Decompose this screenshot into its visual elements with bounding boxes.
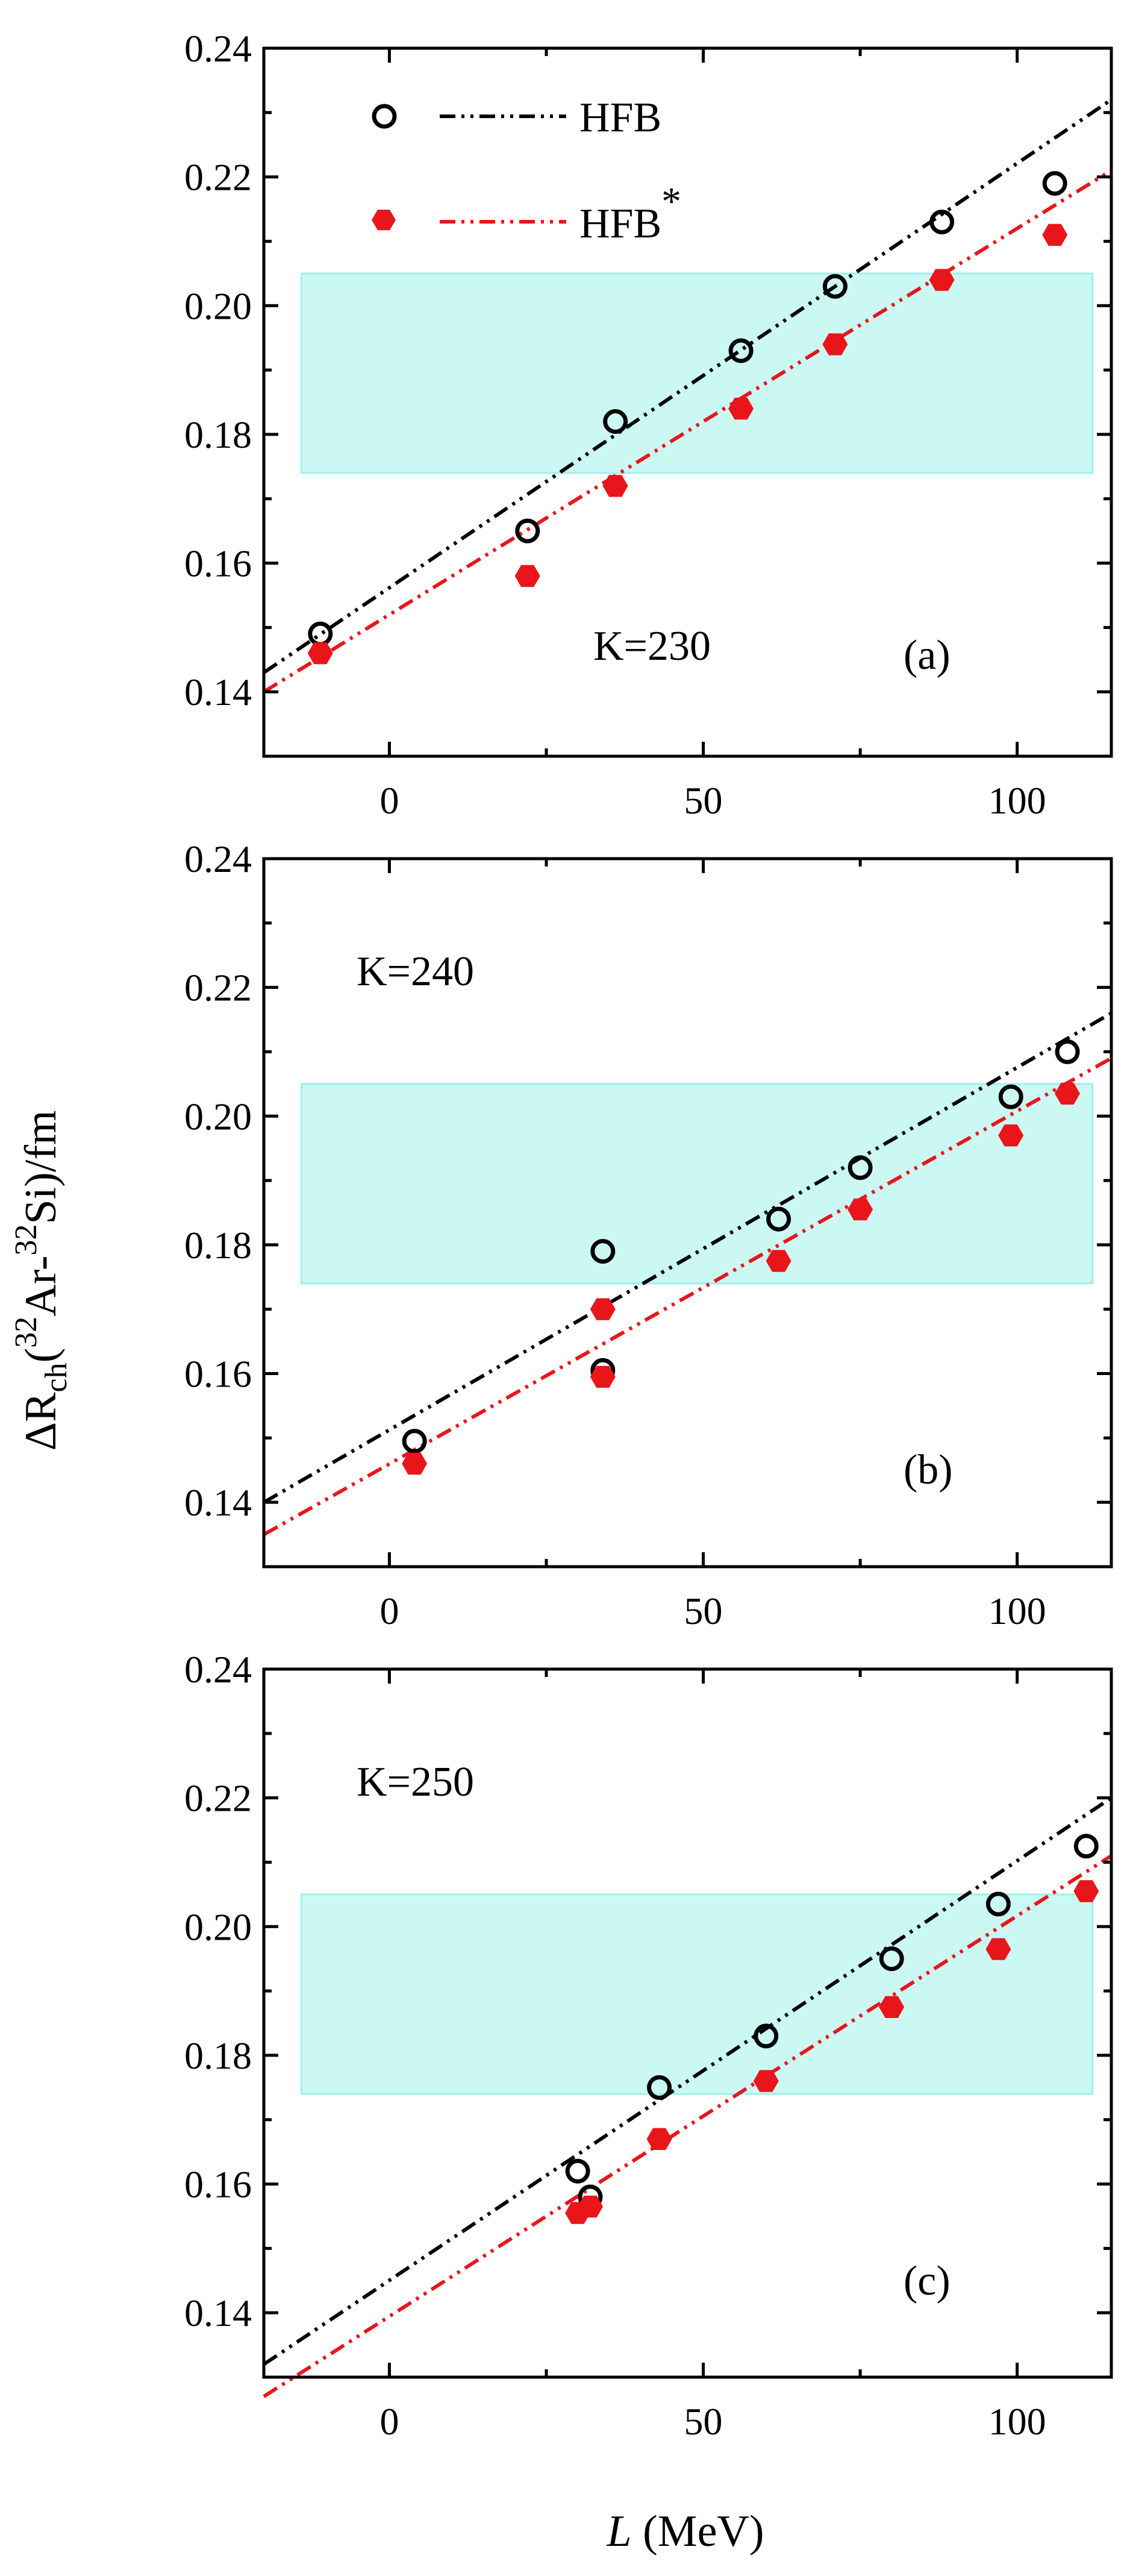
x-tick-label: 50 <box>684 1590 723 1632</box>
data-point-hfb <box>822 274 848 299</box>
x-tick-label: 100 <box>988 779 1046 822</box>
y-tick-label: 0.18 <box>184 1224 252 1267</box>
data-point-hfbstar <box>590 1298 616 1320</box>
data-point-hfbstar <box>848 1199 873 1221</box>
data-point-hfb <box>1042 171 1067 196</box>
y-tick-label: 0.16 <box>184 2163 252 2206</box>
data-point-hfb <box>879 1946 904 1972</box>
plot-frame <box>262 857 1113 1568</box>
data-point-hfb <box>766 1206 791 1232</box>
x-tick-label: 0 <box>379 779 399 822</box>
fit-line-hfbstar <box>263 1056 1113 1537</box>
data-point-hfb <box>985 1891 1011 1917</box>
data-point-hfbstar <box>1055 1082 1080 1105</box>
data-point-hfbstar <box>578 2195 603 2218</box>
panel-c: 0.14 0.16 0.18 0.20 0.22 0.24 0 50 100 K=250 (c) <box>184 1648 1113 2443</box>
data-point-hfb <box>515 518 540 544</box>
data-point-hfbstar <box>1042 224 1068 246</box>
fit-line-hfb <box>263 98 1113 674</box>
data-point-hfb <box>565 2158 590 2184</box>
x-tick-label: 0 <box>379 1590 399 1632</box>
y-tick-label: 0.18 <box>184 2034 252 2077</box>
y-tick-label: 0.24 <box>184 838 252 880</box>
x-tick-label: 100 <box>988 1590 1046 1632</box>
data-point-hfbstar <box>766 1250 791 1272</box>
legend-hfbstar-marker <box>372 210 396 230</box>
y-tick-label: 0.22 <box>184 1777 252 1820</box>
panel-label: (b) <box>904 1447 953 1493</box>
panel-b: 0.14 0.16 0.18 0.20 0.22 0.24 0 50 100 K=240 (b) <box>184 838 1113 1632</box>
y-tick-label: 0.22 <box>184 967 252 1009</box>
y-axis-title: ΔRch(32Ar-32Si)/fm <box>9 1110 73 1450</box>
y-tick-label: 0.20 <box>184 284 252 327</box>
legend: HFB HFB* <box>372 95 681 247</box>
data-point-hfb <box>929 209 955 234</box>
fit-line-hfb <box>263 1011 1113 1504</box>
fit-line-hfb <box>263 1796 1113 2366</box>
data-point-hfb <box>308 621 333 647</box>
x-axis-title: L (MeV) <box>606 2507 764 2556</box>
data-point-hfbstar <box>646 2128 672 2150</box>
legend-hfb-label: HFB <box>579 95 661 141</box>
y-tick-label: 0.16 <box>184 1353 252 1396</box>
data-point-hfb <box>1055 1039 1080 1064</box>
panel-label: (a) <box>904 632 951 678</box>
plot-frame <box>262 46 1113 758</box>
legend-hfbstar-label: HFB* <box>579 180 681 247</box>
data-point-hfbstar <box>514 565 540 588</box>
fit-line-hfbstar <box>263 1854 1113 2398</box>
x-tick-label: 50 <box>684 2400 723 2443</box>
legend-hfbstar-superscript: * <box>661 180 681 224</box>
data-point-hfbstar <box>998 1124 1024 1147</box>
y-tick-label: 0.24 <box>184 27 252 70</box>
data-point-hfbstar <box>879 1996 905 2018</box>
y-tick-label: 0.18 <box>184 413 252 456</box>
experimental-band <box>301 272 1094 474</box>
data-point-hfbstar <box>602 475 628 497</box>
data-point-hfb <box>647 2075 672 2100</box>
data-point-hfbstar <box>402 1452 428 1475</box>
data-point-hfb <box>754 2023 779 2049</box>
data-point-hfb <box>998 1084 1023 1109</box>
data-point-hfbstar <box>822 333 848 356</box>
data-point-hfbstar <box>728 398 754 420</box>
x-tick-label: 0 <box>379 2400 399 2443</box>
experimental-band <box>301 1893 1094 2095</box>
data-point-hfb <box>728 338 754 363</box>
y-tick-label: 0.14 <box>184 671 252 713</box>
panel-a: 0.14 0.16 0.18 0.20 0.22 0.24 0 50 100 K=230 (a) <box>184 27 1113 822</box>
x-tick-label: 50 <box>684 779 723 822</box>
data-point-hfb <box>590 1239 616 1264</box>
legend-hfb-marker <box>372 104 397 129</box>
data-point-hfbstar <box>1073 1880 1099 1902</box>
stiffness-annotation: K=240 <box>357 948 474 995</box>
data-point-hfb <box>402 1429 427 1454</box>
data-point-hfb <box>1073 1834 1099 1859</box>
fit-line-hfbstar <box>263 169 1113 694</box>
data-point-hfb <box>603 409 628 434</box>
y-tick-label: 0.14 <box>184 1481 252 1524</box>
stiffness-annotation: K=230 <box>593 623 711 669</box>
data-point-hfbstar <box>753 2070 779 2092</box>
data-point-hfbstar <box>985 1938 1011 1960</box>
panel-label: (c) <box>904 2258 951 2304</box>
data-point-hfbstar <box>590 1365 616 1388</box>
data-point-hfb <box>848 1155 873 1180</box>
plot-frame <box>262 1667 1113 2379</box>
y-tick-label: 0.20 <box>184 1095 252 1138</box>
stiffness-annotation: K=250 <box>357 1759 474 1805</box>
y-tick-label: 0.14 <box>184 2292 252 2334</box>
y-tick-label: 0.24 <box>184 1648 252 1691</box>
y-tick-label: 0.20 <box>184 1905 252 1948</box>
data-point-hfbstar <box>307 642 333 665</box>
x-tick-label: 100 <box>988 2400 1046 2443</box>
y-tick-label: 0.16 <box>184 542 252 585</box>
data-point-hfbstar <box>929 269 955 291</box>
y-tick-label: 0.22 <box>184 156 252 199</box>
